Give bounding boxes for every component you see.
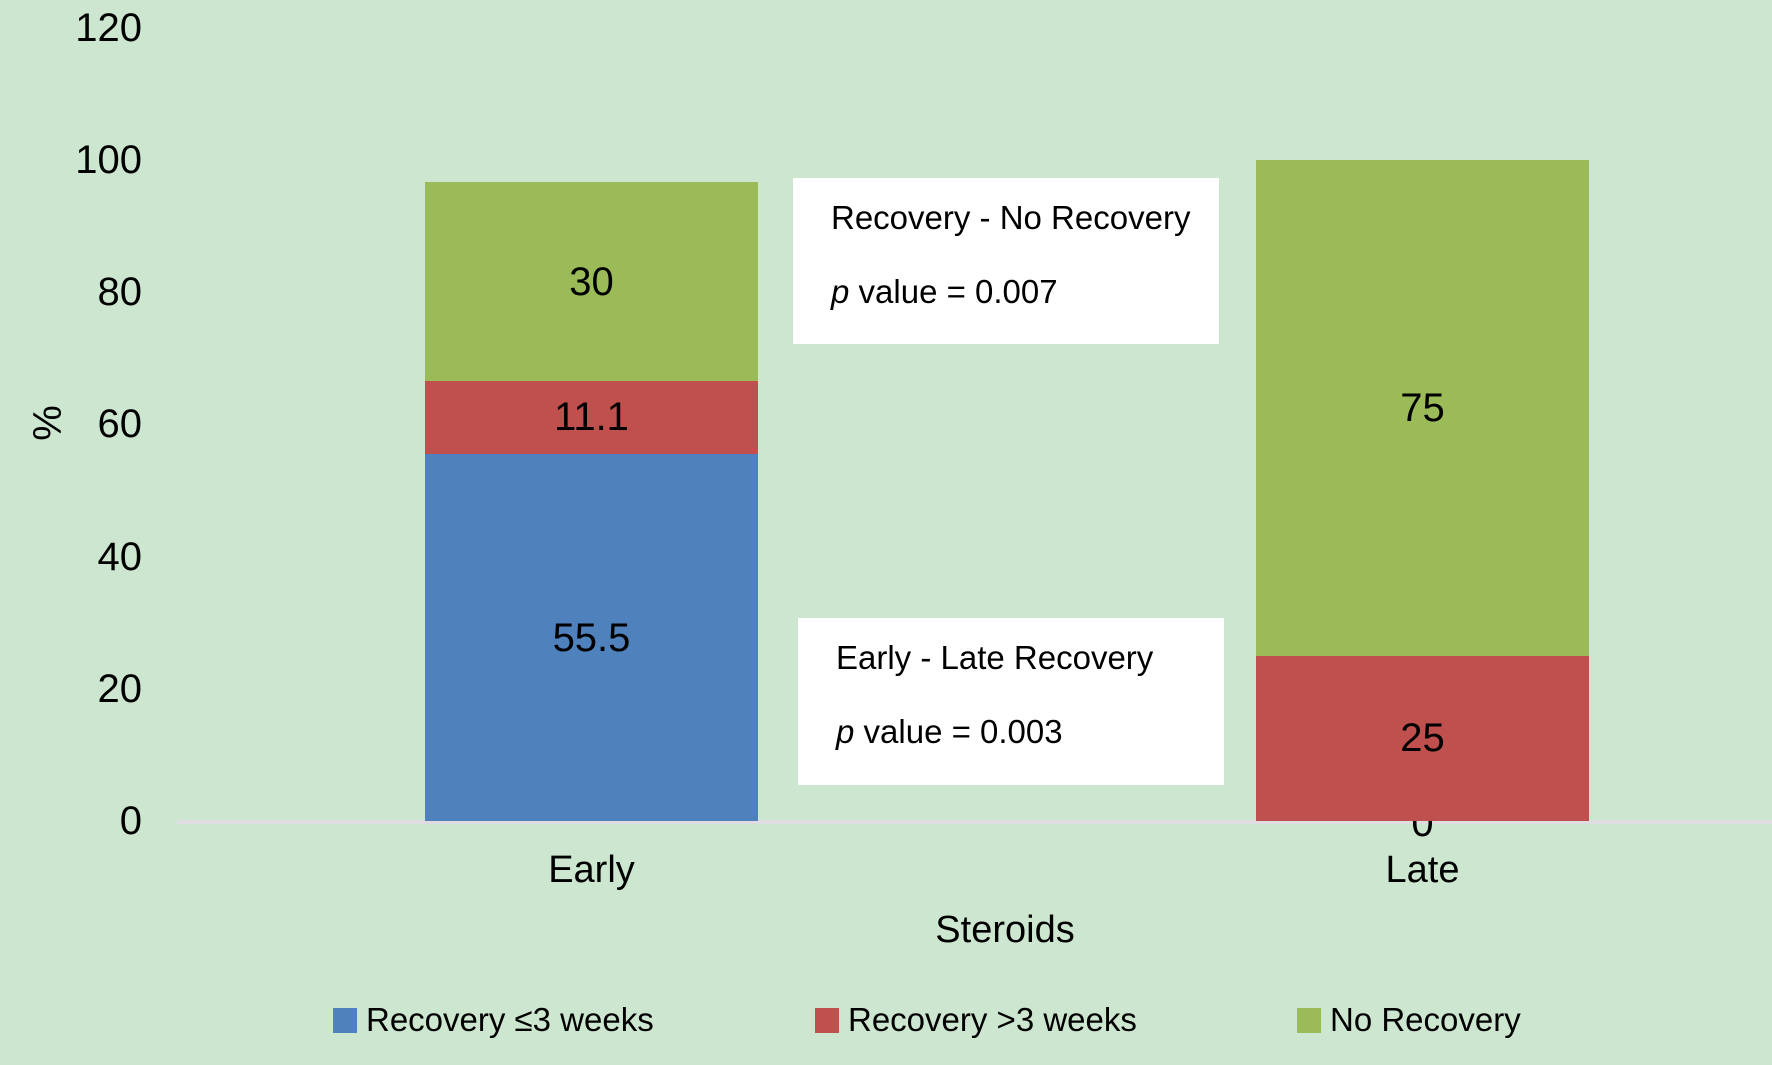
y-tick-80: 80 (97, 270, 143, 315)
segment-late-no-recovery: 75 (1256, 160, 1589, 656)
y-tick-20: 20 (97, 666, 143, 711)
legend-swatch-icon (333, 1007, 357, 1033)
segment-late-recovery-3-weeks: 25 (1256, 655, 1589, 821)
annotation-recovery-vs-no-recovery: Recovery - No Recovery p value = 0.007 (793, 178, 1219, 344)
x-category-late: Late (1385, 849, 1460, 891)
legend-label: Recovery >3 weeks (848, 1001, 1137, 1038)
p-symbol: p (831, 273, 850, 310)
p-value-text: value = 0.003 (854, 713, 1063, 750)
x-category-early: Early (548, 849, 635, 891)
x-axis-title: Steroids (935, 909, 1075, 951)
legend-label: Recovery ≤3 weeks (366, 1001, 654, 1038)
annotation-early-vs-late-recovery: Early - Late Recovery p value = 0.003 (798, 618, 1224, 785)
p-symbol: p (836, 713, 855, 750)
y-tick-0: 0 (119, 799, 142, 843)
legend-swatch-icon (1297, 1007, 1321, 1033)
annotation-title: Recovery - No Recovery (831, 199, 1191, 236)
segment-early-recovery-3-weeks: 55.5 (425, 454, 758, 821)
data-label-late-no-recovery: 75 (1400, 385, 1445, 430)
segment-early-recovery-3-weeks: 11.1 (425, 380, 758, 455)
legend-label: No Recovery (1330, 1001, 1521, 1038)
segment-early-no-recovery: 30 (425, 182, 758, 381)
legend-item-no-recovery: No Recovery (1297, 1001, 1521, 1038)
y-tick-120: 120 (75, 5, 142, 50)
y-tick-100: 100 (75, 138, 142, 182)
p-value-text: value = 0.007 (849, 273, 1058, 310)
data-label-early-recovery-3-weeks: 11.1 (554, 395, 629, 440)
y-tick-40: 40 (97, 534, 143, 579)
data-label-late-recovery-3-weeks: 25 (1400, 716, 1445, 761)
y-tick-60: 60 (97, 402, 143, 447)
legend-swatch-icon (815, 1007, 839, 1033)
x-axis-line (177, 820, 1772, 824)
legend-item-recovery-3-weeks: Recovery ≤3 weeks (333, 1001, 654, 1038)
data-label-early-recovery-3-weeks: 55.5 (552, 615, 631, 660)
annotation-p-value: p value = 0.007 (831, 272, 1199, 312)
legend-item-recovery-3-weeks: Recovery >3 weeks (815, 1001, 1137, 1038)
annotation-title: Early - Late Recovery (836, 639, 1154, 676)
annotation-p-value: p value = 0.003 (836, 712, 1204, 752)
data-label-early-no-recovery: 30 (569, 259, 614, 304)
